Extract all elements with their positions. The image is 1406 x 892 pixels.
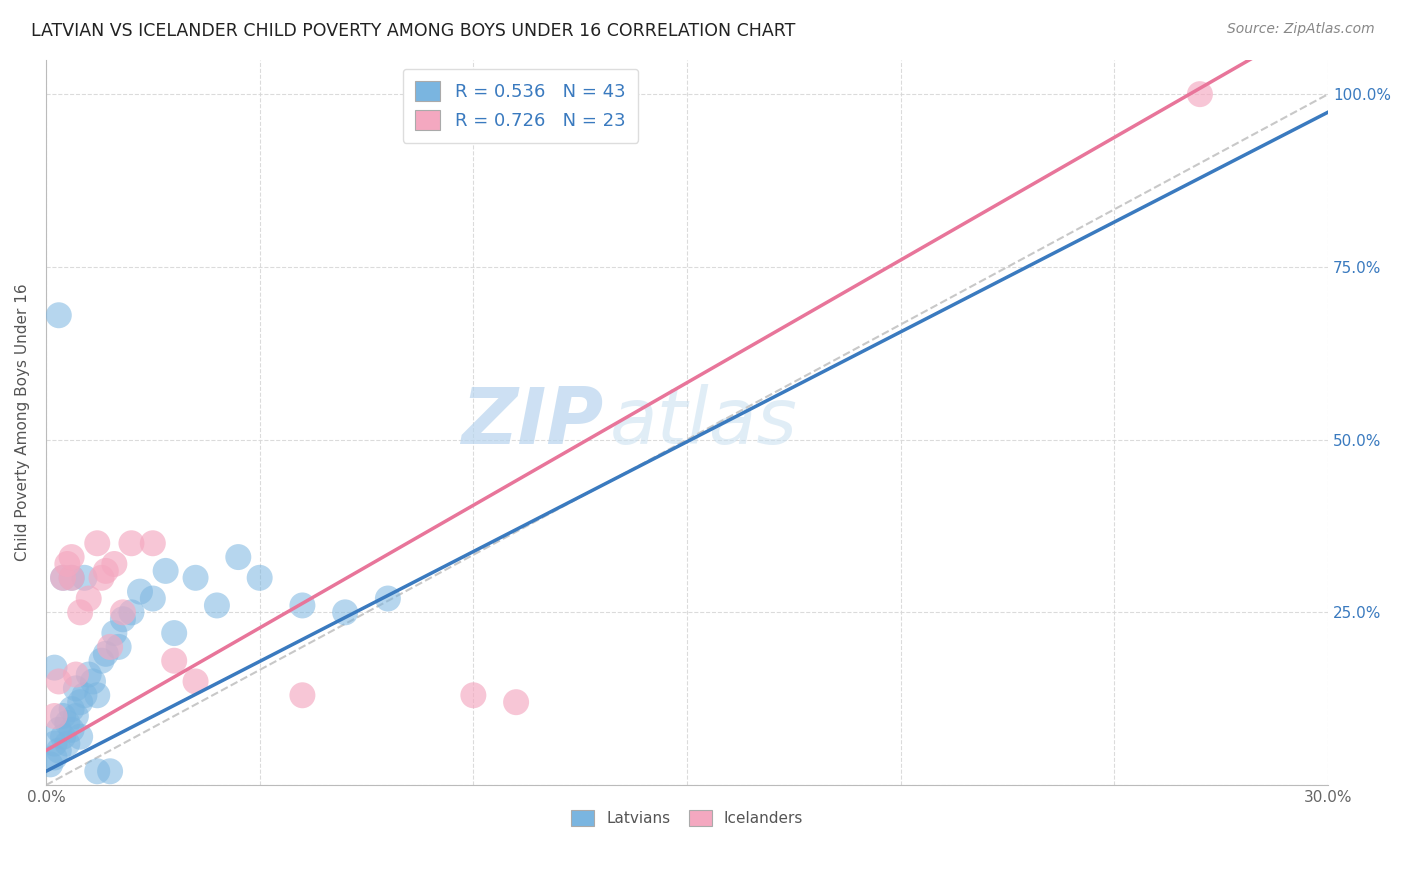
Point [69, 695, 91, 709]
Point [77, 667, 100, 681]
Point [60, 550, 83, 565]
Point [73, 688, 96, 702]
Point [60, 702, 83, 716]
Point [111, 605, 134, 619]
Point [463, 688, 485, 702]
Point [65, 709, 87, 723]
Point [1188, 87, 1211, 102]
Point [129, 584, 152, 599]
Point [249, 571, 271, 585]
Point [65, 681, 87, 696]
Point [163, 654, 186, 668]
Point [111, 612, 134, 626]
Text: Source: ZipAtlas.com: Source: ZipAtlas.com [1227, 22, 1375, 37]
Point [69, 605, 91, 619]
Point [103, 557, 125, 571]
Point [291, 599, 314, 613]
Point [90, 654, 112, 668]
Point [94, 647, 117, 661]
Point [90, 571, 112, 585]
Point [377, 591, 399, 606]
Text: LATVIAN VS ICELANDER CHILD POVERTY AMONG BOYS UNDER 16 CORRELATION CHART: LATVIAN VS ICELANDER CHILD POVERTY AMONG… [31, 22, 796, 40]
Point [142, 591, 165, 606]
Point [86, 688, 108, 702]
Point [94, 564, 117, 578]
Point [48, 308, 70, 322]
Point [56, 715, 79, 730]
Point [142, 536, 165, 550]
Point [120, 605, 142, 619]
Point [120, 536, 142, 550]
Point [44, 660, 66, 674]
Point [86, 536, 108, 550]
Point [52, 571, 75, 585]
Point [155, 564, 177, 578]
Point [333, 605, 356, 619]
Point [52, 730, 75, 744]
Point [52, 571, 75, 585]
Point [98, 640, 121, 654]
Point [44, 750, 66, 764]
Legend: Latvians, Icelanders: Latvians, Icelanders [562, 800, 813, 836]
Point [291, 688, 314, 702]
Point [39, 757, 62, 772]
Point [48, 743, 70, 757]
Point [60, 571, 83, 585]
Point [60, 723, 83, 737]
Point [86, 764, 108, 779]
Point [56, 737, 79, 751]
Point [69, 730, 91, 744]
Point [56, 557, 79, 571]
Point [48, 674, 70, 689]
Point [184, 674, 207, 689]
Point [48, 723, 70, 737]
Point [205, 599, 228, 613]
Point [98, 764, 121, 779]
Text: atlas: atlas [610, 384, 799, 460]
Point [505, 695, 527, 709]
Point [60, 571, 83, 585]
Point [73, 571, 96, 585]
Point [44, 737, 66, 751]
Y-axis label: Child Poverty Among Boys Under 16: Child Poverty Among Boys Under 16 [15, 284, 30, 561]
Point [163, 626, 186, 640]
Point [82, 674, 104, 689]
Point [65, 667, 87, 681]
Point [52, 709, 75, 723]
Point [184, 571, 207, 585]
Point [44, 709, 66, 723]
Point [77, 591, 100, 606]
Point [226, 550, 249, 565]
Point [107, 640, 129, 654]
Text: ZIP: ZIP [461, 384, 603, 460]
Point [103, 626, 125, 640]
